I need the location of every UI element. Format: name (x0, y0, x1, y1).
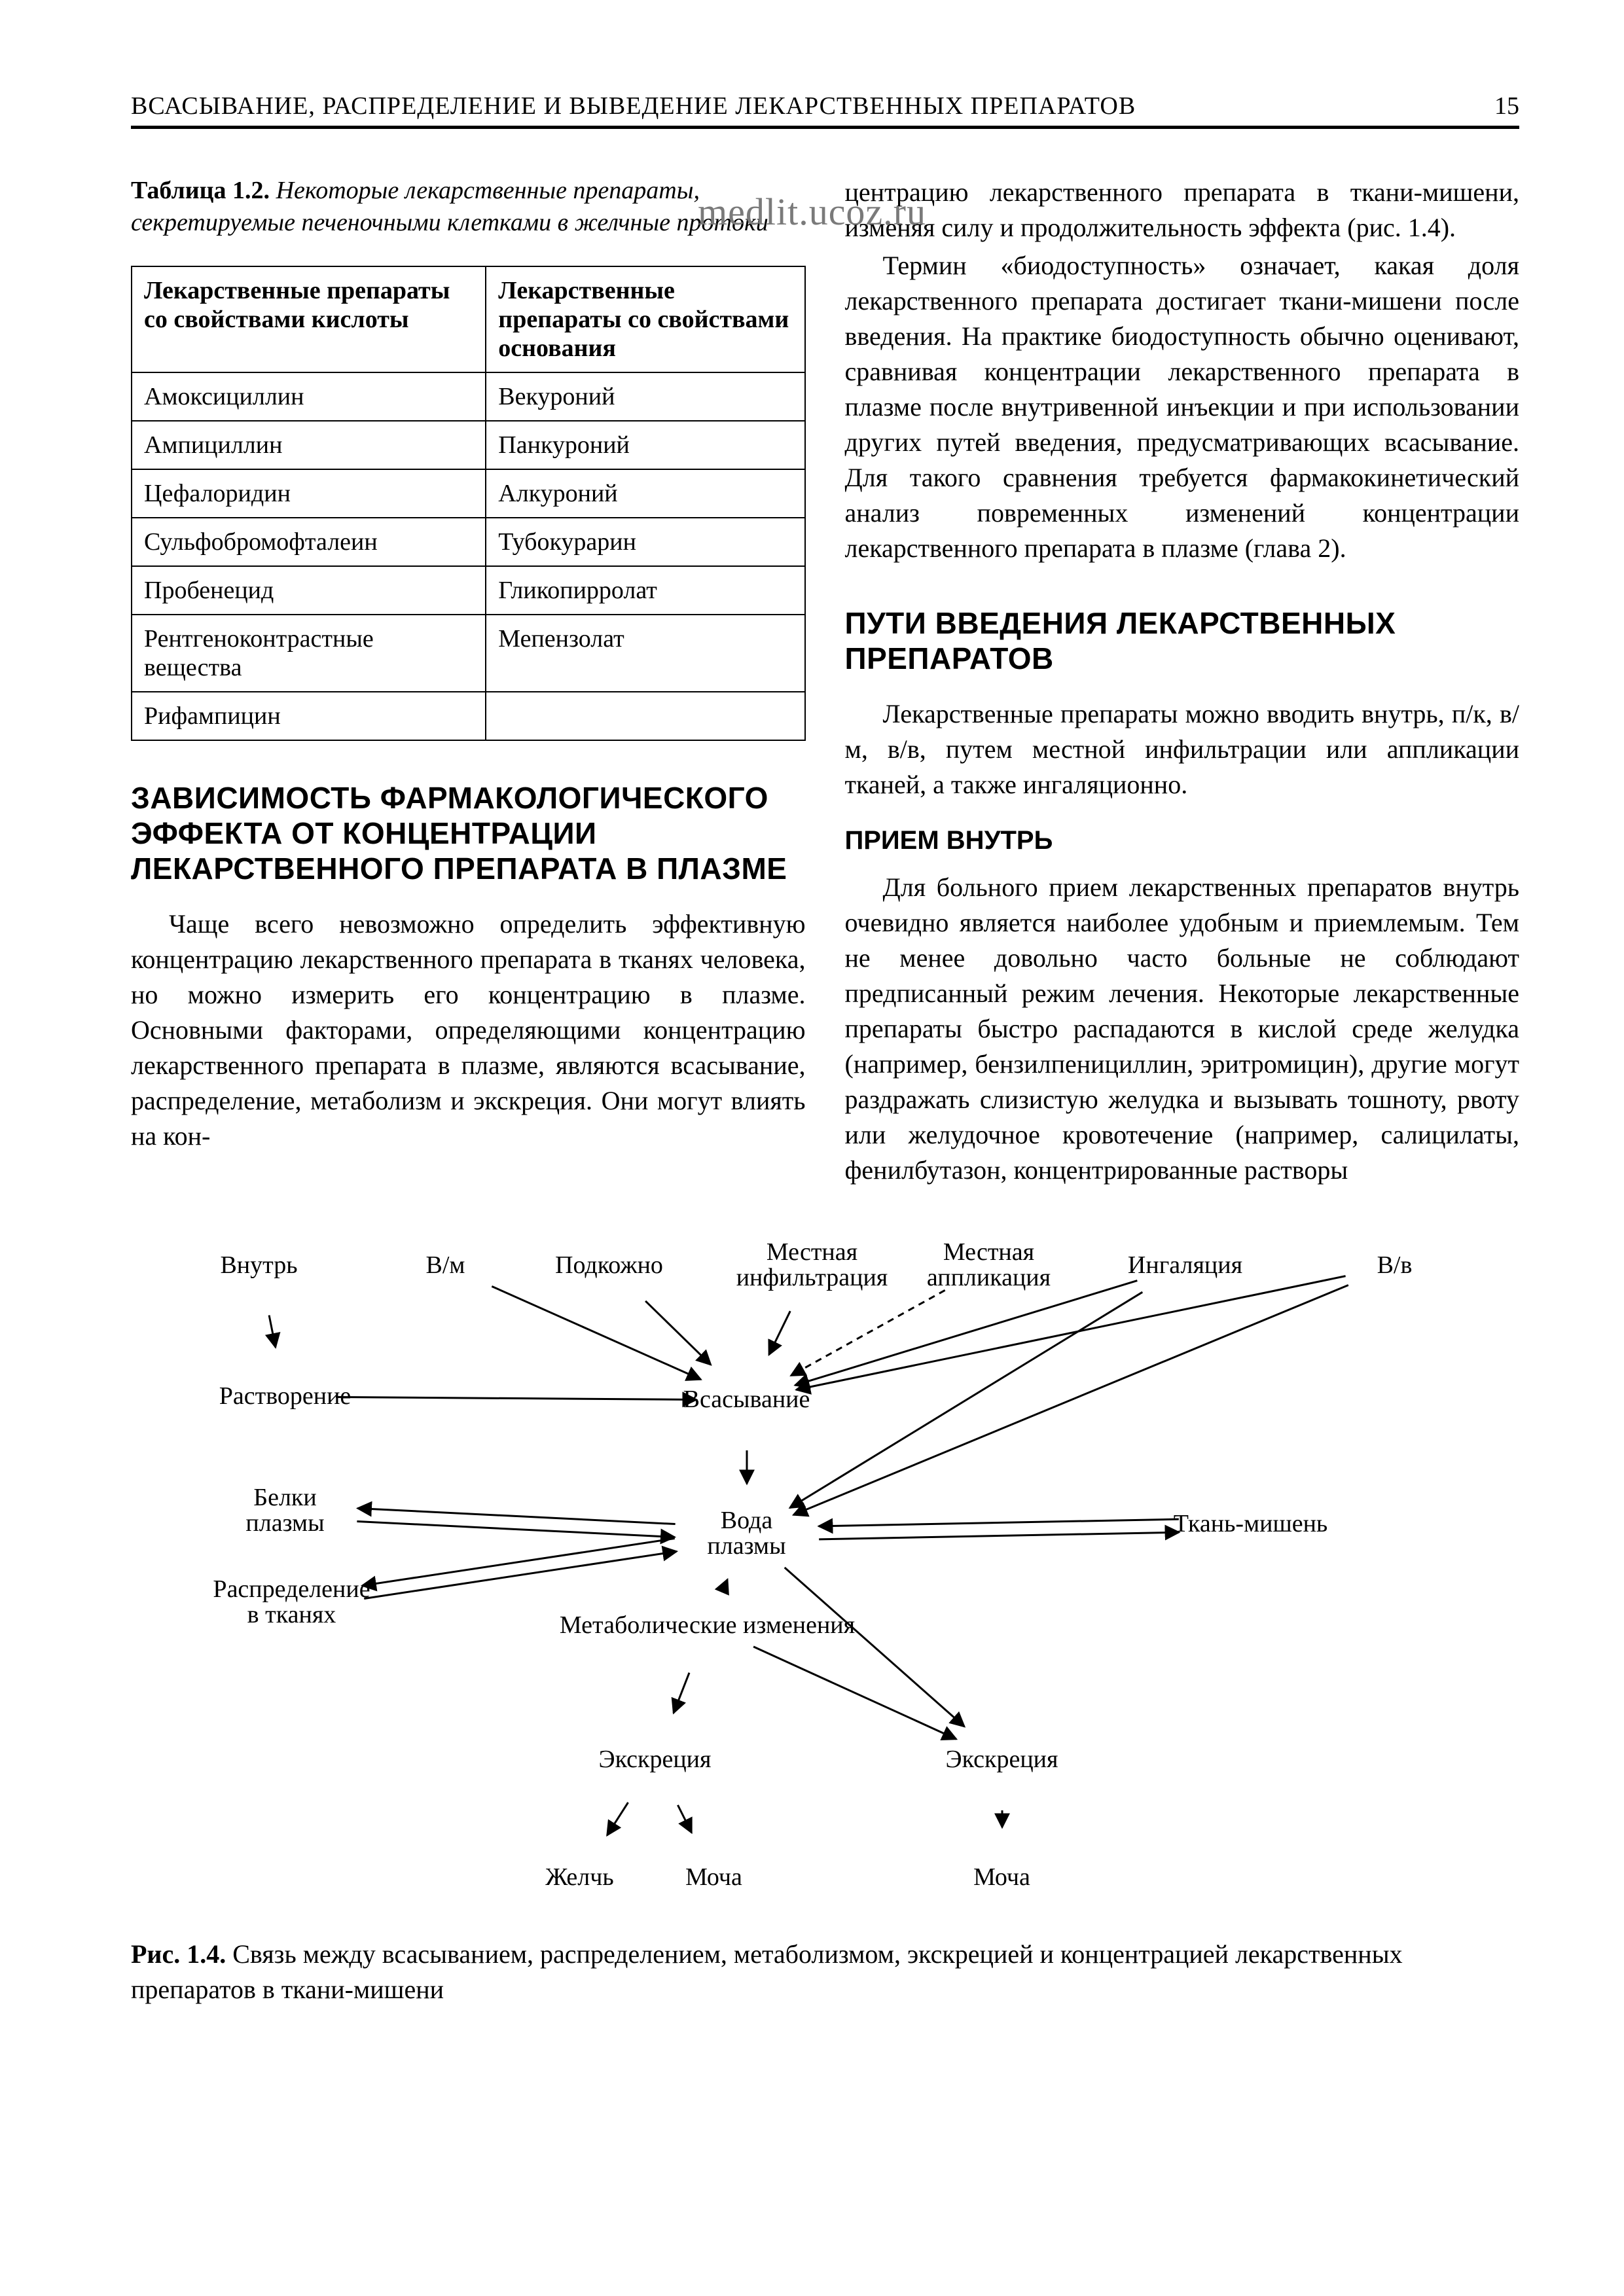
flow-diagram: Внутрь В/м Подкожно Местная инфильтрация Мес… (138, 1230, 1513, 1917)
diagram-node-metab: Метаболические изменения (560, 1613, 855, 1639)
subheading-oral: ПРИЕМ ВНУТРЬ (845, 826, 1520, 855)
figure-1-4: Внутрь В/м Подкожно Местная инфильтрация Мес… (131, 1230, 1519, 2007)
diagram-node-mocha2: Моча (973, 1865, 1030, 1891)
diagram-node-vm: В/м (426, 1253, 465, 1279)
table-row: Рентгеноконтрастные веществаМепензолат (132, 615, 805, 692)
body-paragraph: Лекарственные препараты можно вводить вн… (845, 696, 1520, 802)
diagram-node-rastvor: Растворение (219, 1384, 352, 1410)
diagram-node-mocha1: Моча (685, 1865, 742, 1891)
diagram-node-tkanm: Ткань-мишень (1174, 1511, 1328, 1537)
table-1-2: Лекарственные препараты со свойствами ки… (131, 266, 806, 741)
running-header: ВСАСЫВАНИЕ, РАСПРЕДЕЛЕНИЕ И ВЫВЕДЕНИЕ ЛЕ… (131, 92, 1519, 129)
figure-caption: Рис. 1.4. Связь между всасыванием, распр… (131, 1937, 1519, 2007)
diagram-node-raspr: Распределение в тканях (213, 1577, 370, 1629)
table-row: ПробенецидГликопирролат (132, 566, 805, 615)
page-number: 15 (1494, 92, 1519, 120)
left-column: Таблица 1.2. Некоторые лекарственные пре… (131, 175, 806, 1191)
diagram-node-applik: Местная аппликация (927, 1240, 1051, 1292)
diagram-node-zhelch: Желчь (545, 1865, 613, 1891)
table-row: СульфобромофталеинТубокурарин (132, 518, 805, 566)
col-acid: Лекарственные препараты со свойствами ки… (132, 266, 486, 372)
heading-routes: ПУТИ ВВЕДЕНИЯ ЛЕКАРСТВЕННЫХ ПРЕПАРАТОВ (845, 605, 1520, 677)
table-row: АмпициллинПанкуроний (132, 421, 805, 469)
diagram-node-ekskr2: Экскреция (946, 1747, 1058, 1773)
table-1-2-caption: Таблица 1.2. Некоторые лекарственные пре… (131, 175, 806, 240)
body-paragraph: Для больного прием лекарственных препара… (845, 870, 1520, 1188)
table-row: Рифампицин (132, 692, 805, 740)
body-paragraph: Термин «биодоступность» означает, какая … (845, 248, 1520, 566)
running-title: ВСАСЫВАНИЕ, РАСПРЕДЕЛЕНИЕ И ВЫВЕДЕНИЕ ЛЕ… (131, 92, 1136, 120)
table-row: ЦефалоридинАлкуроний (132, 469, 805, 518)
right-column: центрацию лекарственного препарата в тка… (845, 175, 1520, 1191)
diagram-node-inhal: Ингаляция (1128, 1253, 1242, 1279)
table-row: АмоксициллинВекуроний (132, 372, 805, 421)
figure-label: Рис. 1.4. (131, 1939, 226, 1969)
body-paragraph: Чаще всего невозможно определить эффекти… (131, 906, 806, 1154)
col-base: Лекарственные препараты со свойствами ос… (486, 266, 804, 372)
diagram-node-vsas: Всасывание (683, 1387, 810, 1413)
diagram-node-podk: Подкожно (555, 1253, 663, 1279)
diagram-node-voda: Вода плазмы (707, 1508, 785, 1560)
diagram-node-vnutr: Внутрь (220, 1253, 297, 1279)
heading-dependence: ЗАВИСИМОСТЬ ФАРМАКОЛОГИЧЕСКОГО ЭФФЕКТА О… (131, 780, 806, 887)
figure-caption-text: Связь между всасыванием, распределением,… (131, 1939, 1403, 2004)
diagram-node-infil: Местная инфильтрация (736, 1240, 888, 1292)
table-header-row: Лекарственные препараты со свойствами ки… (132, 266, 805, 372)
diagram-node-ekskr1: Экскреция (599, 1747, 712, 1773)
diagram-node-vv: В/в (1377, 1253, 1413, 1279)
table-label: Таблица 1.2. (131, 177, 270, 204)
body-paragraph: центрацию лекарственного препарата в тка… (845, 175, 1520, 245)
diagram-node-belki: Белки плазмы (245, 1485, 324, 1537)
two-column-layout: Таблица 1.2. Некоторые лекарственные пре… (131, 175, 1519, 1191)
diagram-edges-svg (138, 1230, 1513, 1917)
